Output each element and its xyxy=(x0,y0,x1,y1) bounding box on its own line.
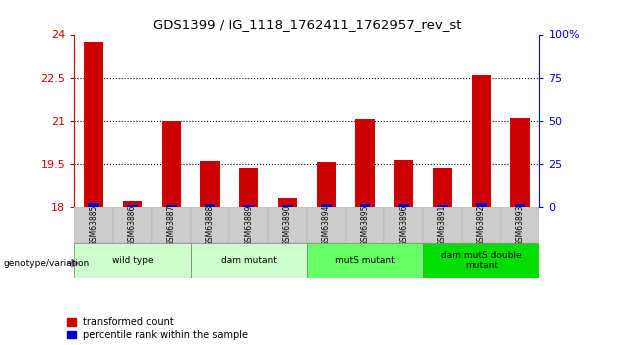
Bar xyxy=(437,205,448,207)
Bar xyxy=(462,207,501,243)
Text: GSM63896: GSM63896 xyxy=(399,204,409,246)
Bar xyxy=(476,203,487,207)
Text: GSM63890: GSM63890 xyxy=(283,204,292,246)
Text: dam mutant: dam mutant xyxy=(221,256,277,265)
Bar xyxy=(268,207,307,243)
Bar xyxy=(89,203,99,207)
Bar xyxy=(321,204,332,207)
Bar xyxy=(127,205,138,207)
Bar xyxy=(423,243,539,278)
Text: dam mutS double
mutant: dam mutS double mutant xyxy=(441,251,521,270)
Bar xyxy=(433,168,452,207)
Bar xyxy=(239,168,259,207)
Bar xyxy=(123,201,142,207)
Bar xyxy=(515,204,525,207)
Bar xyxy=(190,243,307,278)
Text: GSM63895: GSM63895 xyxy=(360,204,370,246)
Text: GSM63891: GSM63891 xyxy=(438,205,447,246)
Bar xyxy=(74,207,113,243)
Bar xyxy=(162,121,181,207)
Bar xyxy=(346,207,384,243)
Text: mutS mutant: mutS mutant xyxy=(335,256,395,265)
Title: GDS1399 / IG_1118_1762411_1762957_rev_st: GDS1399 / IG_1118_1762411_1762957_rev_st xyxy=(153,18,461,31)
Bar xyxy=(278,198,297,207)
Bar xyxy=(317,162,336,207)
Text: GSM63892: GSM63892 xyxy=(477,205,486,246)
Bar xyxy=(360,204,370,207)
Text: wild type: wild type xyxy=(112,256,153,265)
Bar xyxy=(394,160,414,207)
Bar xyxy=(229,207,268,243)
Text: GSM63885: GSM63885 xyxy=(89,205,99,246)
Legend: transformed count, percentile rank within the sample: transformed count, percentile rank withi… xyxy=(67,317,249,340)
Bar xyxy=(84,42,104,207)
Bar xyxy=(384,207,423,243)
Bar xyxy=(205,204,215,207)
Bar xyxy=(190,207,229,243)
Bar xyxy=(510,118,529,207)
Bar xyxy=(113,207,152,243)
Text: GSM63893: GSM63893 xyxy=(515,204,525,246)
Bar xyxy=(244,205,254,207)
Bar xyxy=(152,207,190,243)
Bar xyxy=(200,161,219,207)
Bar xyxy=(282,205,293,207)
Text: GSM63887: GSM63887 xyxy=(167,205,176,246)
Text: GSM63886: GSM63886 xyxy=(128,205,137,246)
Bar xyxy=(423,207,462,243)
Bar xyxy=(74,243,190,278)
Bar xyxy=(472,75,491,207)
Text: genotype/variation: genotype/variation xyxy=(3,259,89,268)
Bar xyxy=(501,207,539,243)
Bar xyxy=(307,207,346,243)
Text: GSM63888: GSM63888 xyxy=(205,205,215,246)
Bar xyxy=(166,205,177,207)
Bar xyxy=(307,243,423,278)
Text: GSM63889: GSM63889 xyxy=(244,205,254,246)
Text: GSM63894: GSM63894 xyxy=(322,204,331,246)
Bar xyxy=(355,119,374,207)
Bar xyxy=(399,204,409,207)
